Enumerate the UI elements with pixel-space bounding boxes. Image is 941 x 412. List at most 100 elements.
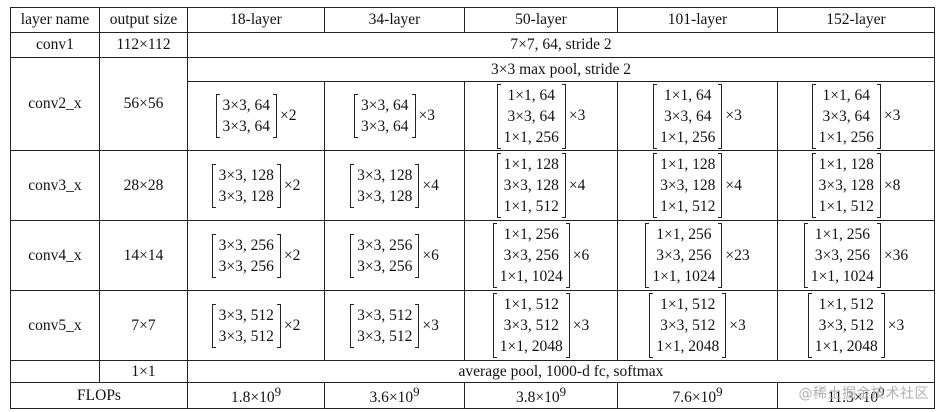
flops-row: FLOPs 1.8×109 3.6×109 3.8×109 7.6×109 11… — [10, 382, 935, 409]
bracket-matrix: 1×1, 512 3×3, 512 1×1, 2048 — [807, 293, 885, 358]
layer-spec-line: 1×1, 256 — [818, 128, 874, 146]
layer-spec-line: 1×1, 64 — [507, 86, 556, 104]
block-spec: 1×1, 64 3×3, 64 1×1, 256 ×3 — [811, 83, 900, 149]
layer-spec-line: 3×3, 512 — [357, 306, 413, 324]
stage-cell: 3×3, 256 3×3, 256 ×2 — [187, 220, 325, 291]
block-spec: 1×1, 64 3×3, 64 1×1, 256 ×3 — [496, 83, 585, 149]
layer-spec-line: 1×1, 128 — [503, 156, 559, 173]
block-spec: 3×3, 64 3×3, 64 ×2 — [215, 94, 297, 138]
conv2-row: 3×3, 64 3×3, 64 ×2 3×3, 64 3×3, 64 ×3 1×1, 6… — [11, 81, 935, 151]
block-spec: 1×1, 128 3×3, 128 1×1, 512 ×4 — [496, 153, 586, 218]
stage-cell: 1×1, 64 3×3, 64 1×1, 256 ×3 — [617, 81, 778, 151]
layer-spec-line: 1×1, 1024 — [499, 268, 563, 285]
repeat-count: ×3 — [422, 316, 439, 334]
layer-spec-line: 1×1, 1024 — [810, 268, 874, 285]
repeat-count: ×2 — [280, 107, 297, 125]
bracket-matrix: 1×1, 64 3×3, 64 1×1, 256 — [496, 83, 566, 149]
bracket-matrix: 1×1, 512 3×3, 512 1×1, 2048 — [492, 293, 570, 358]
flops-value: 1.8×109 — [187, 382, 325, 409]
block-spec: 1×1, 512 3×3, 512 1×1, 2048 ×3 — [807, 293, 905, 358]
watermark-text: @稀土掘金技术社区 — [798, 386, 929, 402]
layer-spec-line: 3×3, 512 — [218, 306, 274, 324]
block-spec: 1×1, 128 3×3, 128 1×1, 512 ×8 — [811, 153, 901, 218]
final-spec: average pool, 1000-d fc, softmax — [187, 360, 935, 383]
repeat-count: ×3 — [729, 316, 746, 334]
output-size: 7×7 — [99, 290, 188, 361]
layer-spec-line: 1×1, 64 — [664, 86, 712, 104]
block-spec: 3×3, 256 3×3, 256 ×6 — [350, 233, 439, 278]
flops-value: 3.6×109 — [324, 382, 465, 409]
layer-spec-line: 1×1, 512 — [818, 296, 874, 313]
layer-spec-line: 3×3, 512 — [503, 317, 559, 334]
repeat-count: ×4 — [568, 176, 586, 194]
output-size: 56×56 — [99, 57, 188, 151]
repeat-count: ×8 — [883, 176, 901, 194]
bracket-matrix: 1×1, 128 3×3, 128 1×1, 512 — [811, 153, 881, 218]
repeat-count: ×2 — [283, 246, 301, 264]
layer-spec-line: 3×3, 128 — [218, 166, 274, 184]
layer-spec-line: 3×3, 64 — [507, 107, 556, 125]
layer-spec-line: 3×3, 64 — [822, 107, 871, 125]
bracket-matrix: 1×1, 512 3×3, 512 1×1, 2048 — [649, 293, 727, 358]
stage-cell: 3×3, 512 3×3, 512 ×3 — [324, 290, 465, 361]
block-spec: 1×1, 512 3×3, 512 1×1, 2048 ×3 — [649, 293, 746, 358]
layer-spec-line: 3×3, 512 — [818, 317, 874, 334]
header-model: 101-layer — [617, 7, 778, 33]
layer-spec-line: 3×3, 256 — [656, 247, 712, 264]
layer-spec-line: 1×1, 2048 — [656, 338, 720, 355]
bracket-matrix: 1×1, 256 3×3, 256 1×1, 1024 — [645, 223, 723, 288]
layer-spec-line: 3×3, 256 — [814, 247, 870, 264]
bracket-matrix: 1×1, 64 3×3, 64 1×1, 256 — [811, 83, 881, 149]
layer-spec-line: 1×1, 64 — [822, 86, 871, 104]
repeat-count: ×23 — [725, 246, 750, 264]
flops-value: 7.6×109 — [617, 382, 778, 409]
stage-cell: 1×1, 512 3×3, 512 1×1, 2048 ×3 — [777, 290, 935, 361]
final-row: 1×1 average pool, 1000-d fc, softmax — [10, 360, 935, 383]
stage-cell: 1×1, 128 3×3, 128 1×1, 512 ×4 — [617, 150, 778, 221]
layer-spec-line: 1×1, 256 — [656, 226, 712, 243]
output-size: 112×112 — [99, 32, 188, 58]
stage-cell: 1×1, 64 3×3, 64 1×1, 256 ×3 — [464, 81, 618, 151]
repeat-count: ×4 — [422, 176, 439, 194]
layer-spec-line: 1×1, 512 — [660, 198, 716, 215]
layer-spec-line: 3×3, 128 — [357, 166, 413, 184]
block-spec: 1×1, 512 3×3, 512 1×1, 2048 ×3 — [492, 293, 589, 358]
layer-name: conv2_x — [10, 57, 100, 151]
repeat-count: ×3 — [887, 316, 905, 334]
stage-cell: 3×3, 64 3×3, 64 ×3 — [324, 81, 465, 151]
layer-name — [10, 360, 100, 383]
bracket-matrix: 3×3, 512 3×3, 512 — [211, 303, 281, 348]
bracket-matrix: 1×1, 128 3×3, 128 1×1, 512 — [496, 153, 566, 218]
bracket-matrix: 3×3, 256 3×3, 256 — [211, 233, 281, 278]
layer-spec-line: 3×3, 64 — [361, 118, 409, 135]
resnet-architecture-table: layer name output size 18-layer 34-layer… — [10, 7, 935, 409]
header-row: layer name output size 18-layer 34-layer… — [10, 7, 935, 33]
repeat-count: ×2 — [283, 316, 301, 334]
stage-cell: 3×3, 64 3×3, 64 ×2 — [187, 81, 325, 151]
block-spec: 3×3, 512 3×3, 512 ×3 — [350, 303, 439, 348]
layer-spec-line: 1×1, 128 — [660, 156, 716, 173]
layer-name: conv1 — [10, 32, 100, 58]
stage-cell: 1×1, 256 3×3, 256 1×1, 1024 ×36 — [777, 220, 935, 291]
layer-spec-line: 3×3, 256 — [357, 257, 413, 275]
conv3-row: conv3_x 28×28 3×3, 128 3×3, 128 ×2 3×3, 12… — [10, 150, 935, 221]
repeat-count: ×3 — [725, 107, 742, 125]
block-spec: 1×1, 256 3×3, 256 1×1, 1024 ×23 — [645, 223, 750, 288]
layer-spec-line: 3×3, 128 — [357, 187, 413, 205]
output-size: 14×14 — [99, 220, 188, 291]
bracket-matrix: 1×1, 256 3×3, 256 1×1, 1024 — [803, 223, 881, 288]
block-spec: 3×3, 128 3×3, 128 ×4 — [350, 163, 439, 208]
repeat-count: ×3 — [418, 107, 436, 125]
block-spec: 1×1, 256 3×3, 256 1×1, 1024 ×36 — [803, 223, 908, 288]
block-spec: 3×3, 512 3×3, 512 ×2 — [211, 303, 301, 348]
layer-spec-line: 1×1, 512 — [660, 296, 716, 313]
block-spec: 1×1, 64 3×3, 64 1×1, 256 ×3 — [653, 83, 742, 149]
repeat-count: ×6 — [422, 246, 439, 264]
layer-spec-line: 1×1, 1024 — [652, 268, 716, 285]
bracket-matrix: 3×3, 512 3×3, 512 — [350, 303, 420, 348]
bracket-matrix: 3×3, 256 3×3, 256 — [350, 233, 420, 278]
header-layer-name: layer name — [10, 7, 100, 33]
layer-spec-line: 3×3, 64 — [664, 107, 712, 125]
block-spec: 1×1, 256 3×3, 256 1×1, 1024 ×6 — [492, 223, 589, 288]
repeat-count: ×2 — [283, 176, 301, 194]
